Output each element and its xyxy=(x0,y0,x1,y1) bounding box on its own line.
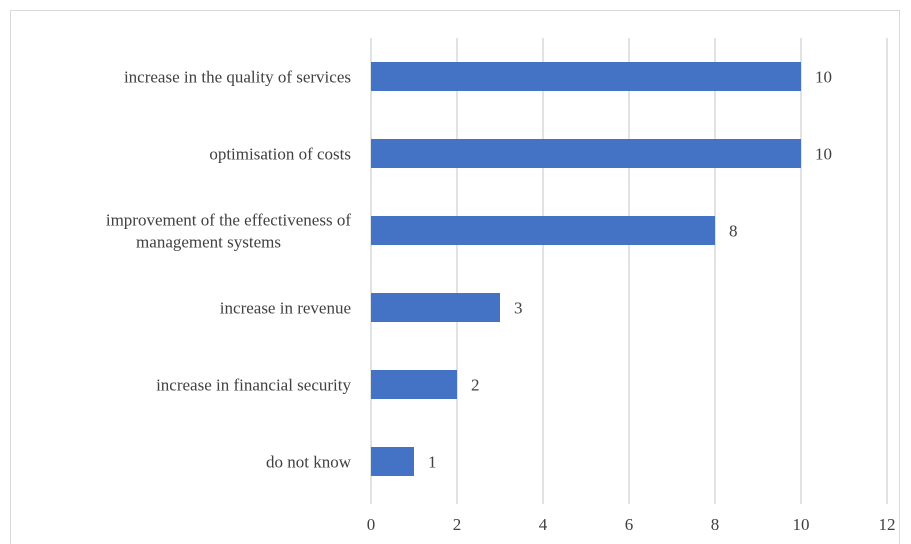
category-label: increase in the quality of services xyxy=(124,68,351,87)
bar xyxy=(371,293,500,322)
category-label-line: increase in financial security xyxy=(156,376,351,395)
category-label: increase in financial security xyxy=(156,376,351,395)
x-tick-label: 4 xyxy=(539,515,548,534)
bar xyxy=(371,139,801,168)
category-label-line: increase in the quality of services xyxy=(124,68,351,87)
data-label: 1 xyxy=(428,453,437,472)
category-label-line: management systems xyxy=(136,233,281,252)
bar xyxy=(371,370,457,399)
bar xyxy=(371,216,715,245)
category-label-line: optimisation of costs xyxy=(209,145,351,164)
data-label: 10 xyxy=(815,145,832,164)
category-label: improvement of the effectiveness of manag… xyxy=(106,211,351,252)
grid-layer xyxy=(370,38,888,504)
category-label-line: improvement of the effectiveness of xyxy=(106,211,351,230)
x-tick-label: 0 xyxy=(367,515,376,534)
chart-frame xyxy=(10,10,900,544)
x-tick-label: 2 xyxy=(453,515,462,534)
x-tick-label: 10 xyxy=(793,515,810,534)
category-label: do not know xyxy=(266,453,352,472)
data-label: 10 xyxy=(815,68,832,87)
data-label: 3 xyxy=(514,299,523,318)
category-label: increase in revenue xyxy=(220,299,351,318)
bar xyxy=(371,447,414,476)
category-label-line: do not know xyxy=(266,453,352,472)
category-label-line: increase in revenue xyxy=(220,299,351,318)
bar-layer xyxy=(371,62,801,476)
x-tick-label: 6 xyxy=(625,515,634,534)
data-label: 2 xyxy=(471,376,480,395)
x-tick-label: 12 xyxy=(879,515,896,534)
category-label: optimisation of costs xyxy=(209,145,351,164)
bar xyxy=(371,62,801,91)
data-label: 8 xyxy=(729,222,738,241)
x-tick-label: 8 xyxy=(711,515,720,534)
